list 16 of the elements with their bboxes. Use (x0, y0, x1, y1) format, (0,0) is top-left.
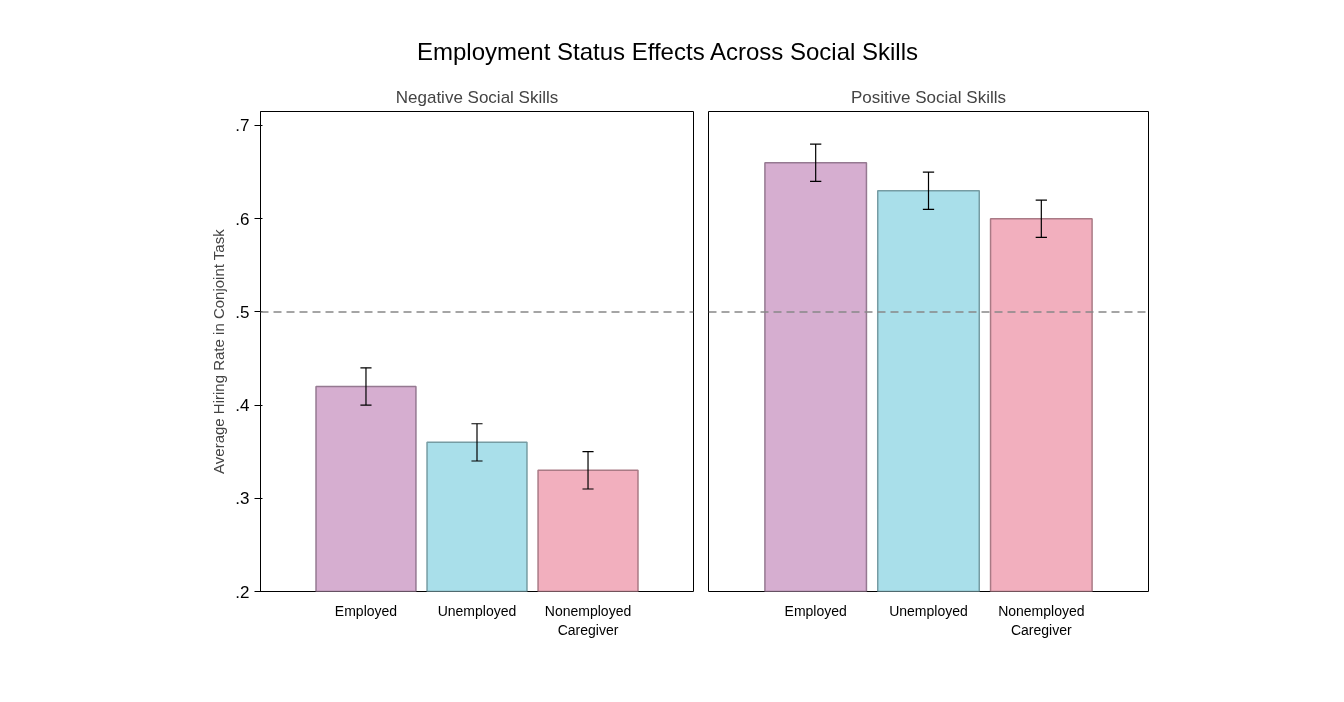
x-tick-label: Unemployed (889, 602, 968, 619)
x-tick-label: Nonemployed Caregiver (998, 602, 1085, 638)
x-tick-label: Employed (784, 602, 847, 619)
y-axis-title: Average Hiring Rate in Conjoint Task (210, 228, 228, 474)
y-tick-label: .3 (235, 489, 250, 509)
chart-title: Negative Social Skills (395, 87, 559, 107)
x-tick-label: Unemployed (437, 602, 517, 619)
y-tick-label: .6 (235, 209, 250, 229)
x-tick-label: Employed (334, 602, 398, 619)
chart-title: Positive Social Skills (851, 87, 1006, 107)
y-tick-label: .5 (235, 302, 250, 322)
y-tick-label: .4 (235, 396, 250, 416)
y-tick-label: .7 (235, 116, 250, 136)
text: Employment Status Effects Across Social Skills (415, 37, 920, 67)
y-tick-label: .2 (235, 582, 250, 602)
x-tick-label: Nonemployed Caregiver (544, 602, 632, 638)
